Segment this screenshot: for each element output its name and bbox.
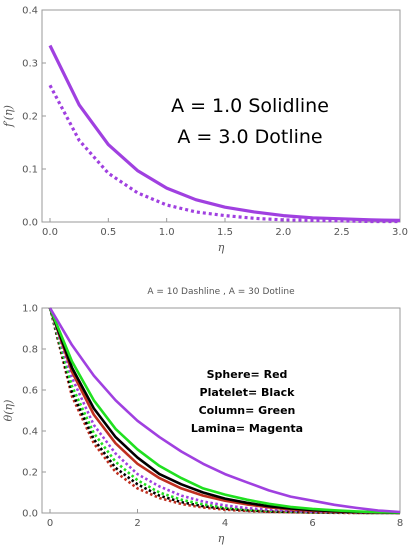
x-tick-label: 1.0 (159, 227, 175, 238)
series-line-dotted (48, 84, 400, 224)
annotation-text: A = 1.0 Solidline (171, 95, 329, 117)
x-tick-label: 2.5 (334, 227, 350, 238)
x-tick-label: 3.0 (392, 227, 408, 238)
y-tick-label: 0.4 (22, 6, 38, 17)
y-tick-label: 0.8 (22, 345, 38, 356)
y-tick-label: 0.0 (22, 218, 38, 229)
annotation-text: Platelet= Black (200, 386, 296, 399)
y-tick-label: 1.0 (22, 304, 38, 315)
y-tick-label: 0.6 (22, 386, 38, 397)
x-axis-title: η (218, 532, 225, 545)
series-line-solid (48, 44, 401, 222)
y-tick-label: 0.0 (22, 509, 38, 520)
annotation-text: A = 3.0 Dotline (177, 126, 322, 148)
y-tick-label: 0.4 (22, 427, 38, 438)
x-tick-label: 6 (309, 518, 315, 529)
x-tick-label: 1.5 (217, 227, 233, 238)
x-tick-label: 0 (47, 518, 53, 529)
y-tick-label: 0.1 (22, 165, 38, 176)
x-tick-label: 0.5 (100, 227, 116, 238)
x-tick-label: 8 (397, 518, 403, 529)
x-tick-label: 2 (134, 518, 140, 529)
y-tick-label: 0.2 (22, 112, 38, 123)
plot-frame-2 (41, 307, 401, 514)
series-line-dotted (48, 307, 400, 515)
chart-title: A = 10 Dashline , A = 30 Dotline (147, 287, 295, 297)
x-tick-label: 0.0 (42, 227, 58, 238)
x-tick-label: 2.0 (275, 227, 291, 238)
series-line-solid (48, 307, 401, 514)
y-axis-title: θ(η) (2, 400, 15, 422)
annotation-text: Lamina= Magenta (191, 422, 303, 435)
annotation-text: Column= Green (199, 404, 296, 417)
y-tick-label: 0.3 (22, 59, 38, 70)
annotation-text: Sphere= Red (207, 368, 288, 381)
series-line-solid (48, 307, 401, 514)
y-tick-label: 0.2 (22, 468, 38, 479)
y-axis-title: f′(η) (2, 105, 15, 128)
x-axis-title: η (218, 241, 225, 254)
x-tick-label: 4 (222, 518, 228, 529)
